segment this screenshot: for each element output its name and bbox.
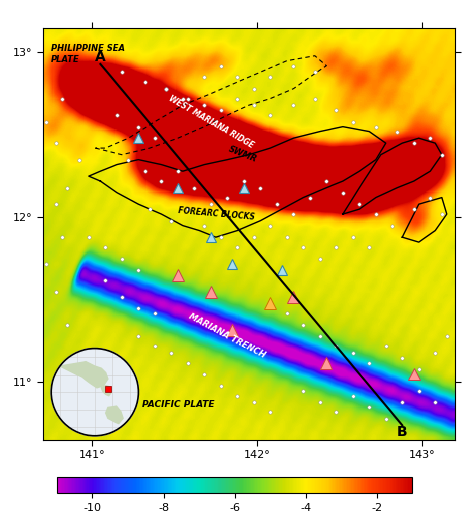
Text: B: B xyxy=(397,425,408,439)
Text: PHILIPPINE SEA
PLATE: PHILIPPINE SEA PLATE xyxy=(51,44,125,64)
Circle shape xyxy=(51,348,138,436)
Text: MARIANA TRENCH: MARIANA TRENCH xyxy=(188,312,267,360)
Polygon shape xyxy=(106,406,123,424)
Polygon shape xyxy=(60,362,108,388)
Text: PACIFIC PLATE: PACIFIC PLATE xyxy=(142,400,214,409)
Text: WEST MARIANA RIDGE: WEST MARIANA RIDGE xyxy=(167,94,255,150)
Text: FOREARC BLOCKS: FOREARC BLOCKS xyxy=(178,206,255,222)
Text: A: A xyxy=(95,50,106,64)
Text: SWMR: SWMR xyxy=(228,145,259,164)
Circle shape xyxy=(51,348,138,436)
Polygon shape xyxy=(101,386,111,396)
